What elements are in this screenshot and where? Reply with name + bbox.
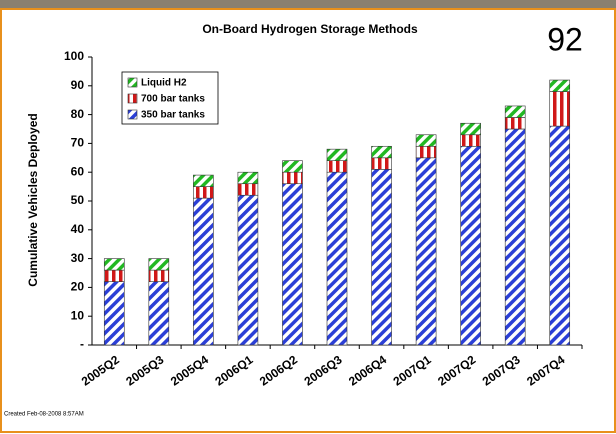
y-tick-label: 30	[71, 251, 85, 265]
bar-segment	[103, 281, 125, 346]
bar-segment	[237, 183, 259, 196]
bar-segment	[549, 91, 571, 127]
bar-segment	[460, 134, 481, 147]
bar-segment	[193, 174, 214, 187]
bar-segment	[282, 171, 303, 185]
bar-segment	[549, 79, 571, 92]
y-tick-label: 40	[71, 222, 85, 236]
annotation: 92	[547, 21, 583, 57]
y-tick-label: 20	[71, 280, 85, 294]
bar-segment	[415, 157, 437, 346]
legend-swatch	[127, 109, 138, 120]
bar-segment	[460, 122, 481, 136]
bar-segment	[371, 157, 392, 170]
legend-label: Liquid H2	[141, 78, 187, 89]
y-tick-label: 10	[71, 308, 85, 322]
bar-segment	[148, 269, 170, 282]
legend-label: 700 bar tanks	[141, 94, 205, 105]
bar-segment	[415, 134, 437, 147]
y-tick-label: 50	[71, 193, 85, 207]
bar-segment	[148, 258, 170, 271]
y-tick-label: 70	[71, 136, 85, 150]
bar-segment	[148, 281, 170, 346]
bar-segment	[415, 145, 437, 159]
bar-segment	[237, 171, 259, 185]
footnote: Created Feb-08-2008 8:57AM	[4, 412, 84, 418]
bar-segment	[504, 105, 526, 118]
y-axis-label: Cumulative Vehicles Deployed	[26, 113, 40, 286]
bar-segment	[326, 160, 348, 173]
bar-segment	[103, 258, 125, 271]
bar-segment	[282, 160, 303, 173]
bar-segment	[504, 117, 526, 130]
y-tick-label: 80	[71, 107, 85, 121]
bar-segment	[282, 183, 303, 346]
bar-segment	[326, 171, 348, 346]
bar-segment	[371, 145, 392, 159]
bar-segment	[237, 194, 259, 346]
legend-swatch	[127, 77, 138, 88]
chart-title: On-Board Hydrogen Storage Methods	[202, 22, 418, 36]
bar-segment	[549, 125, 571, 346]
bar-segment	[326, 148, 348, 161]
bar-segment	[504, 128, 526, 346]
y-tick-label: -	[80, 337, 84, 351]
y-tick-label: 100	[64, 49, 84, 63]
bar-segment	[103, 269, 125, 282]
bar-segment	[193, 197, 214, 346]
header-strip	[0, 0, 616, 8]
bar-segment	[371, 169, 392, 346]
legend-swatch	[127, 93, 138, 104]
bar-segment	[193, 186, 214, 199]
bar-segment	[460, 145, 481, 346]
legend-label: 350 bar tanks	[141, 110, 205, 121]
y-tick-label: 90	[71, 78, 85, 92]
legend-box	[121, 71, 219, 125]
y-tick-label: 60	[71, 164, 85, 178]
